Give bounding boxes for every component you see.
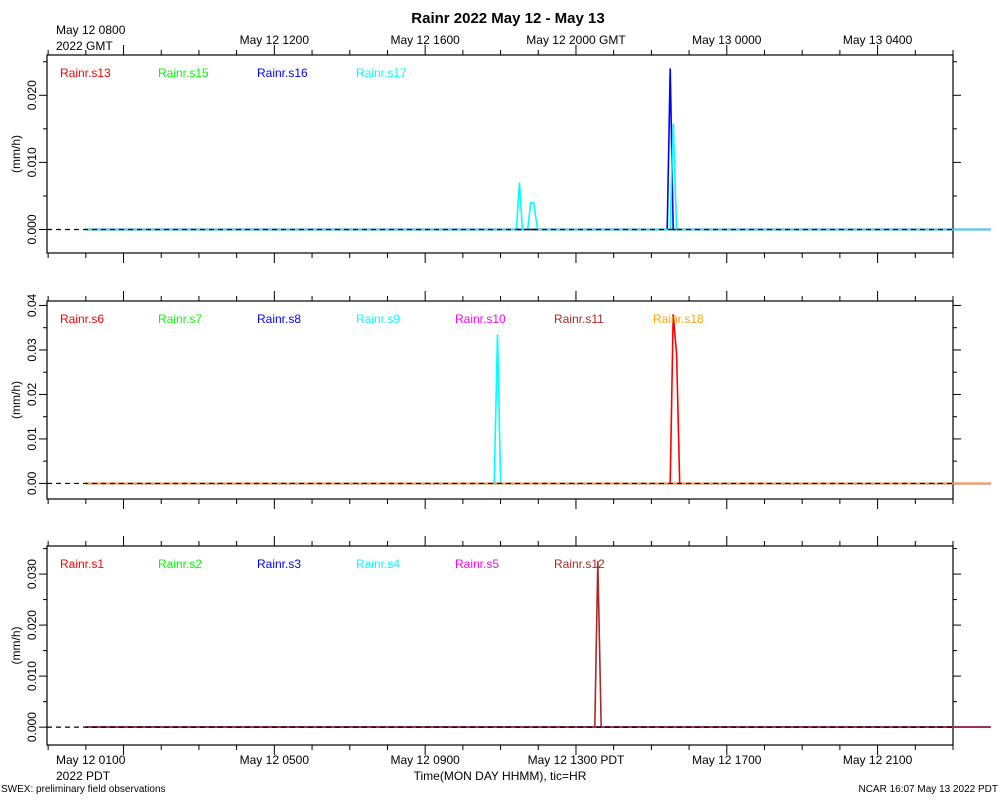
top-axis-label: May 13 0400 [843, 33, 913, 47]
top-axis-label: May 12 2000 GMT [526, 33, 626, 47]
series-line-Rainr.s9 [85, 334, 991, 485]
y-axis-label: (mm/h) [9, 135, 23, 173]
series-line-Rainr.s17 [85, 123, 991, 231]
y-tick-label: 0.01 [25, 427, 39, 451]
y-axis-label: (mm/h) [9, 381, 23, 419]
y-tick-label: 0.010 [25, 147, 39, 177]
y-tick-label: 0.000 [25, 214, 39, 244]
bottom-axis-label: May 12 0900 [390, 753, 460, 767]
top-axis-first-label-line2: 2022 GMT [56, 39, 113, 53]
y-tick-label: 0.04 [25, 293, 39, 317]
y-tick-label: 0.020 [25, 80, 39, 110]
legend-Rainr.s5: Rainr.s5 [455, 557, 499, 571]
y-tick-label: 0.00 [25, 471, 39, 495]
legend-Rainr.s17: Rainr.s17 [356, 66, 407, 80]
legend-Rainr.s9: Rainr.s9 [356, 312, 400, 326]
panel-1: 0.000 0.010 0.020 (mm/h) Rainr.s13 Rainr.s15 R… [9, 45, 991, 263]
legend-Rainr.s18: Rainr.s18 [653, 312, 704, 326]
y-tick-label: 0.02 [25, 382, 39, 406]
bottom-axis-label: May 12 1300 PDT [528, 753, 625, 767]
y-tick-label: 0.000 [25, 712, 39, 742]
legend-Rainr.s3: Rainr.s3 [257, 557, 301, 571]
bottom-axis-label: May 12 1700 [692, 753, 762, 767]
legend-Rainr.s11: Rainr.s11 [554, 312, 604, 326]
panel-3: 0.000 0.010 0.020 0.030 (mm/h) Rainr.s1 Rainr.… [9, 536, 991, 755]
bottom-axis-labels: May 12 0500 May 12 0900 May 12 1300 PDT May… [240, 753, 913, 767]
top-axis-first-label-line1: May 12 0800 [56, 23, 126, 37]
plot-frame [46, 54, 954, 254]
top-axis-labels: May 12 1200 May 12 1600 May 12 2000 GMT May… [240, 33, 913, 47]
bottom-axis-label: May 12 2100 [843, 753, 913, 767]
legend-Rainr.s10: Rainr.s10 [455, 312, 506, 326]
top-axis-label: May 13 0000 [692, 33, 762, 47]
series-line-Rainr.s16 [85, 68, 991, 231]
x-axis-title: Time(MON DAY HHMM), tic=HR [414, 769, 587, 783]
legend-Rainr.s1: Rainr.s1 [60, 557, 104, 571]
legend-Rainr.s13: Rainr.s13 [60, 66, 111, 80]
bottom-axis-first-label-line2: 2022 PDT [56, 769, 111, 783]
legend-Rainr.s7: Rainr.s7 [158, 312, 202, 326]
bottom-axis-first-label-line1: May 12 0100 [56, 753, 126, 767]
legend-Rainr.s8: Rainr.s8 [257, 312, 301, 326]
legend-Rainr.s4: Rainr.s4 [356, 557, 400, 571]
legend-Rainr.s16: Rainr.s16 [257, 66, 308, 80]
y-tick-label: 0.030 [25, 559, 39, 589]
y-tick-label: 0.03 [25, 338, 39, 362]
bottom-axis-label: May 12 0500 [240, 753, 310, 767]
series-line-Rainr.s6 [85, 314, 991, 485]
footer-right: NCAR 16:07 May 13 2022 PDT [858, 784, 998, 795]
legend-Rainr.s6: Rainr.s6 [60, 312, 104, 326]
series-line-Rainr.s12 [85, 561, 991, 728]
footer-left: SWEX: preliminary field observations [1, 784, 166, 795]
chart-title: Rainr 2022 May 12 - May 13 [411, 10, 604, 27]
plot-frame [46, 545, 954, 746]
y-tick-label: 0.020 [25, 610, 39, 640]
legend-Rainr.s12: Rainr.s12 [554, 557, 605, 571]
top-axis-label: May 12 1600 [390, 33, 460, 47]
panel-2: 0.00 0.01 0.02 0.03 0.04 (mm/h) Rainr.s6 Rainr.… [9, 291, 991, 509]
panels: 0.0000.0100.020(mm/h)Rainr.s13 Rainr.s15 R… [9, 45, 991, 755]
top-axis-label: May 12 1200 [240, 33, 310, 47]
y-tick-label: 0.010 [25, 661, 39, 691]
plot-frame [46, 300, 954, 500]
legend-Rainr.s2: Rainr.s2 [158, 557, 202, 571]
legend-Rainr.s15: Rainr.s15 [158, 66, 209, 80]
y-axis-label: (mm/h) [9, 627, 23, 665]
